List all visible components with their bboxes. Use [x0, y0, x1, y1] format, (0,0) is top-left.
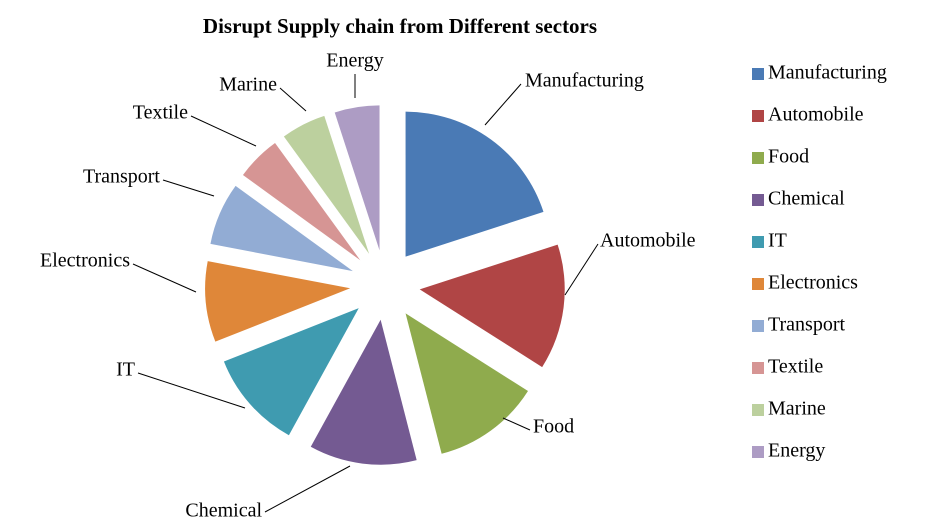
legend-swatch: [752, 110, 764, 122]
data-label: Marine: [219, 74, 277, 96]
legend-label: Textile: [768, 356, 823, 378]
legend-swatch: [752, 320, 764, 332]
data-label: Manufacturing: [525, 70, 644, 92]
legend-label: Electronics: [768, 272, 858, 294]
data-label: Transport: [83, 166, 160, 188]
leader-line: [132, 263, 197, 293]
leader-line: [564, 243, 599, 296]
data-label: Electronics: [40, 250, 130, 272]
pie-slice: [283, 115, 370, 254]
leader-line: [190, 115, 257, 147]
legend-label: Transport: [768, 314, 845, 336]
leader-line: [162, 179, 215, 197]
legend-swatch: [752, 236, 764, 248]
legend-label: IT: [768, 230, 787, 252]
legend-label: Chemical: [768, 188, 845, 210]
legend-swatch: [752, 278, 764, 290]
chart-title: Disrupt Supply chain from Different sect…: [203, 14, 597, 38]
pie-slice: [419, 244, 565, 368]
legend-label: Marine: [768, 398, 826, 420]
leader-line: [502, 417, 531, 431]
legend-swatch: [752, 68, 764, 80]
legend-label: Energy: [768, 440, 825, 462]
legend-swatch: [752, 152, 764, 164]
legend-swatch: [752, 194, 764, 206]
pie-slice: [205, 261, 351, 342]
legend-swatch: [752, 362, 764, 374]
leader-line: [264, 465, 351, 513]
legend-swatch: [752, 446, 764, 458]
legend-label: Automobile: [768, 104, 864, 126]
data-label: Food: [533, 416, 574, 438]
pie-slice: [405, 313, 529, 454]
data-label: Chemical: [185, 500, 262, 522]
leader-line: [279, 87, 307, 112]
data-label: Automobile: [600, 230, 696, 252]
data-label: Energy: [326, 50, 383, 72]
leader-line: [484, 83, 522, 126]
pie-slice: [405, 111, 544, 257]
pie-slice: [310, 319, 417, 465]
data-label: IT: [116, 359, 135, 381]
legend-label: Food: [768, 146, 809, 168]
pie-slice: [210, 185, 353, 272]
legend-swatch: [752, 404, 764, 416]
legend-label: Manufacturing: [768, 62, 887, 84]
pie-slice: [223, 308, 359, 436]
data-label: Textile: [133, 102, 188, 124]
pie-slice: [334, 105, 380, 251]
leader-line: [137, 372, 246, 409]
pie-slice: [242, 142, 361, 261]
